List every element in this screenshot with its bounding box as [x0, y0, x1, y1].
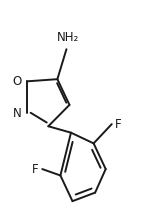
Text: O: O: [13, 75, 22, 88]
Text: F: F: [32, 163, 39, 175]
Text: NH₂: NH₂: [57, 31, 79, 44]
Text: F: F: [115, 118, 122, 131]
Text: N: N: [13, 107, 22, 120]
